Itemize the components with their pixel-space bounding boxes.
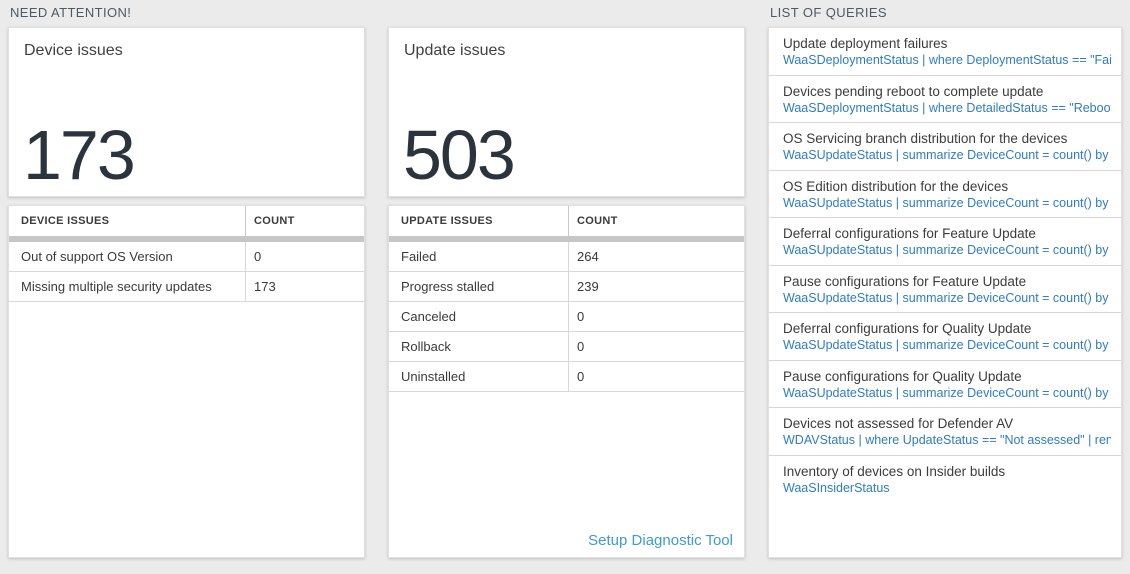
query-title: Deferral configurations for Feature Upda… bbox=[783, 226, 1036, 241]
query-text: WaaSUpdateStatus | summarize DeviceCount… bbox=[783, 148, 1111, 162]
query-list-item[interactable]: OS Edition distribution for the devices … bbox=[769, 171, 1121, 218]
table-row[interactable]: Missing multiple security updates 173 bbox=[9, 272, 364, 302]
query-title: Deferral configurations for Quality Upda… bbox=[783, 321, 1032, 336]
issue-label: Rollback bbox=[389, 332, 569, 361]
issue-label: Out of support OS Version bbox=[9, 242, 246, 271]
query-list-item[interactable]: OS Servicing branch distribution for the… bbox=[769, 123, 1121, 171]
device-issues-tile[interactable]: Device issues 173 bbox=[8, 27, 365, 197]
issue-count: 239 bbox=[577, 279, 599, 294]
device-issues-table-header: DEVICE ISSUES COUNT bbox=[9, 206, 364, 236]
query-title: Pause configurations for Quality Update bbox=[783, 368, 1022, 384]
query-text: WaaSUpdateStatus | summarize DeviceCount… bbox=[783, 338, 1111, 352]
table-row[interactable]: Canceled 0 bbox=[389, 302, 744, 332]
update-issues-title: Update issues bbox=[404, 42, 506, 59]
update-issues-column-header: UPDATE ISSUES bbox=[389, 206, 569, 236]
query-title: OS Servicing branch distribution for the… bbox=[783, 131, 1068, 146]
issue-label: Progress stalled bbox=[389, 272, 569, 301]
query-list-item[interactable]: Pause configurations for Quality Update … bbox=[769, 361, 1121, 408]
device-issues-title: Device issues bbox=[24, 42, 123, 59]
query-list-item[interactable]: Update deployment failures WaaSDeploymen… bbox=[769, 28, 1121, 76]
table-row[interactable]: Out of support OS Version 0 bbox=[9, 242, 364, 272]
query-text: WaaSDeploymentStatus | where DeploymentS… bbox=[783, 53, 1111, 67]
issue-label: Missing multiple security updates bbox=[9, 272, 246, 301]
query-title: Devices not assessed for Defender AV bbox=[783, 416, 1014, 431]
count-column-header: COUNT bbox=[577, 215, 618, 227]
issue-label: Canceled bbox=[389, 302, 569, 331]
query-text: WaaSDeploymentStatus | where DetailedSta… bbox=[783, 100, 1111, 115]
issue-count: 0 bbox=[577, 339, 585, 354]
issue-count: 0 bbox=[254, 249, 262, 264]
issue-label: Failed bbox=[389, 242, 569, 271]
device-issues-count: 173 bbox=[23, 116, 136, 194]
query-list-item[interactable]: Pause configurations for Feature Update … bbox=[769, 266, 1121, 313]
query-text: WaaSUpdateStatus | summarize DeviceCount… bbox=[783, 385, 1111, 400]
list-of-queries-panel: Update deployment failures WaaSDeploymen… bbox=[768, 27, 1122, 558]
query-list-item[interactable]: Devices pending reboot to complete updat… bbox=[769, 76, 1121, 123]
table-scrollband bbox=[9, 236, 364, 242]
update-issues-table: UPDATE ISSUES COUNT Failed 264 Progress … bbox=[388, 205, 745, 558]
query-text: WaaSUpdateStatus | summarize DeviceCount… bbox=[783, 195, 1111, 210]
query-list-item[interactable]: Inventory of devices on Insider builds W… bbox=[769, 456, 1121, 504]
device-issues-table: DEVICE ISSUES COUNT Out of support OS Ve… bbox=[8, 205, 365, 558]
issue-count: 173 bbox=[254, 279, 276, 294]
table-row[interactable]: Uninstalled 0 bbox=[389, 362, 744, 392]
query-list-item[interactable]: Devices not assessed for Defender AV WDA… bbox=[769, 408, 1121, 456]
setup-diagnostic-tool-link[interactable]: Setup Diagnostic Tool bbox=[588, 532, 733, 549]
update-issues-count: 503 bbox=[403, 116, 516, 194]
query-text: WaaSInsiderStatus bbox=[783, 480, 890, 495]
count-column-header: COUNT bbox=[254, 215, 295, 227]
need-attention-section-header: NEED ATTENTION! bbox=[10, 5, 132, 20]
query-title: Update deployment failures bbox=[783, 36, 948, 51]
query-title: OS Edition distribution for the devices bbox=[783, 178, 1009, 194]
update-issues-tile[interactable]: Update issues 503 bbox=[388, 27, 745, 197]
query-text: WaaSUpdateStatus | summarize DeviceCount… bbox=[783, 243, 1111, 257]
issue-count: 264 bbox=[577, 249, 599, 264]
table-scrollband bbox=[389, 236, 744, 242]
query-list-item[interactable]: Deferral configurations for Feature Upda… bbox=[769, 218, 1121, 266]
query-text: WaaSUpdateStatus | summarize DeviceCount… bbox=[783, 290, 1111, 305]
issue-label: Uninstalled bbox=[389, 362, 569, 391]
issue-count: 0 bbox=[577, 369, 585, 384]
table-row[interactable]: Rollback 0 bbox=[389, 332, 744, 362]
list-of-queries-section-header: LIST OF QUERIES bbox=[770, 5, 888, 20]
device-issues-column-header: DEVICE ISSUES bbox=[9, 206, 246, 236]
query-title: Pause configurations for Feature Update bbox=[783, 273, 1027, 289]
issue-count: 0 bbox=[577, 309, 585, 324]
table-row[interactable]: Progress stalled 239 bbox=[389, 272, 744, 302]
query-title: Inventory of devices on Insider builds bbox=[783, 463, 1006, 479]
update-issues-table-header: UPDATE ISSUES COUNT bbox=[389, 206, 744, 236]
table-row[interactable]: Failed 264 bbox=[389, 242, 744, 272]
query-list-item[interactable]: Deferral configurations for Quality Upda… bbox=[769, 313, 1121, 361]
query-text: WDAVStatus | where UpdateStatus == "Not … bbox=[783, 433, 1111, 447]
query-title: Devices pending reboot to complete updat… bbox=[783, 83, 1044, 99]
